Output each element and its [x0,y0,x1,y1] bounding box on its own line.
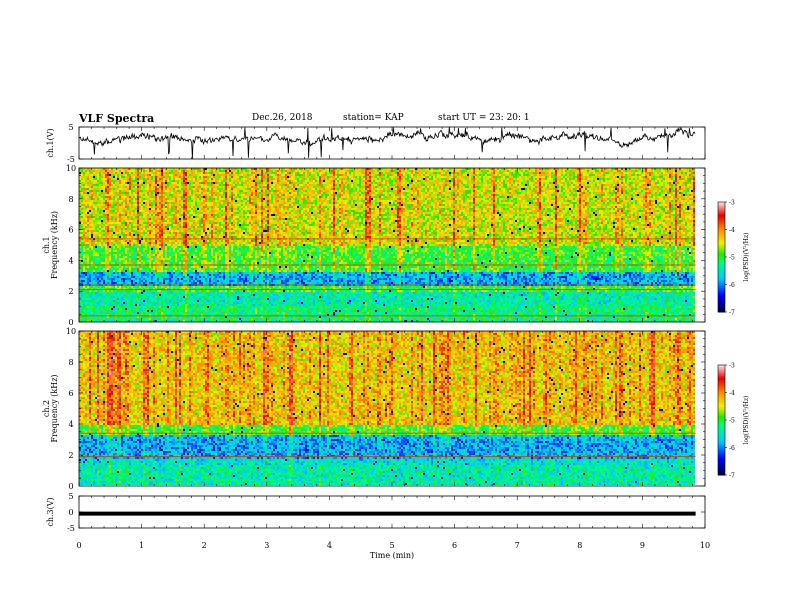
ytick-label: 2 [68,451,73,460]
ytick-label: 10 [66,164,76,173]
ylabel: ch.3(V) [46,497,55,526]
ytick-label: -5 [67,155,75,164]
xlabel: Time (min) [370,551,414,560]
colorbar-ch2 [718,365,725,476]
xtick-label: 8 [577,541,582,550]
ytick-label: 10 [66,327,76,336]
ylabel-frequency: Frequency (kHz) [50,374,59,442]
colorbar-tick-label: -3 [729,363,735,370]
xtick-label: 5 [389,541,394,550]
ytick-label: 2 [68,287,73,296]
ytick-label: 6 [68,389,73,398]
spectrogram-ch2-cells [79,331,695,485]
colorbar-tick-label: -5 [729,255,735,262]
ytick-label: 5 [68,492,73,501]
ylabel-frequency: Frequency (kHz) [50,211,59,279]
xtick-label: 3 [264,541,269,550]
colorbar-tick-label: -5 [729,418,735,425]
ytick-label: 4 [68,256,73,265]
colorbar-tick-label: -6 [729,282,735,289]
colorbar-tick-label: -6 [729,445,735,452]
xtick-label: 7 [515,541,520,550]
spectrogram-ch1-cells [79,168,695,322]
ytick-label: 8 [68,358,73,367]
colorbar-tick-label: -7 [729,310,735,317]
colorbar-label: log(PSD)(V²/Hz) [743,396,750,445]
ytick-label: 0 [68,482,73,491]
xtick-label: 4 [327,541,332,550]
xtick-label: 6 [452,541,457,550]
ytick-label: 6 [68,226,73,235]
ytick-label: 8 [68,195,73,204]
ytick-label: -5 [67,524,75,533]
colorbar-ch1 [718,202,725,313]
xtick-label: 1 [139,541,144,550]
ytick-label: 0 [68,508,73,517]
ytick-label: 4 [68,420,73,429]
colorbar-tick-label: -4 [729,227,735,234]
colorbar-tick-label: -4 [729,390,735,397]
ytick-label: 5 [68,123,73,132]
colorbar-tick-label: -3 [729,200,735,207]
colorbar-label: log(PSD)(V²/Hz) [743,233,750,282]
ytick-label: 0 [68,318,73,327]
colorbar-tick-label: -7 [729,473,735,480]
xtick-label: 10 [700,541,710,550]
xtick-label: 9 [640,541,645,550]
ylabel: ch.1(V) [46,128,55,157]
xtick-label: 2 [202,541,207,550]
ch1-trace [79,127,695,159]
xtick-label: 0 [76,541,81,550]
